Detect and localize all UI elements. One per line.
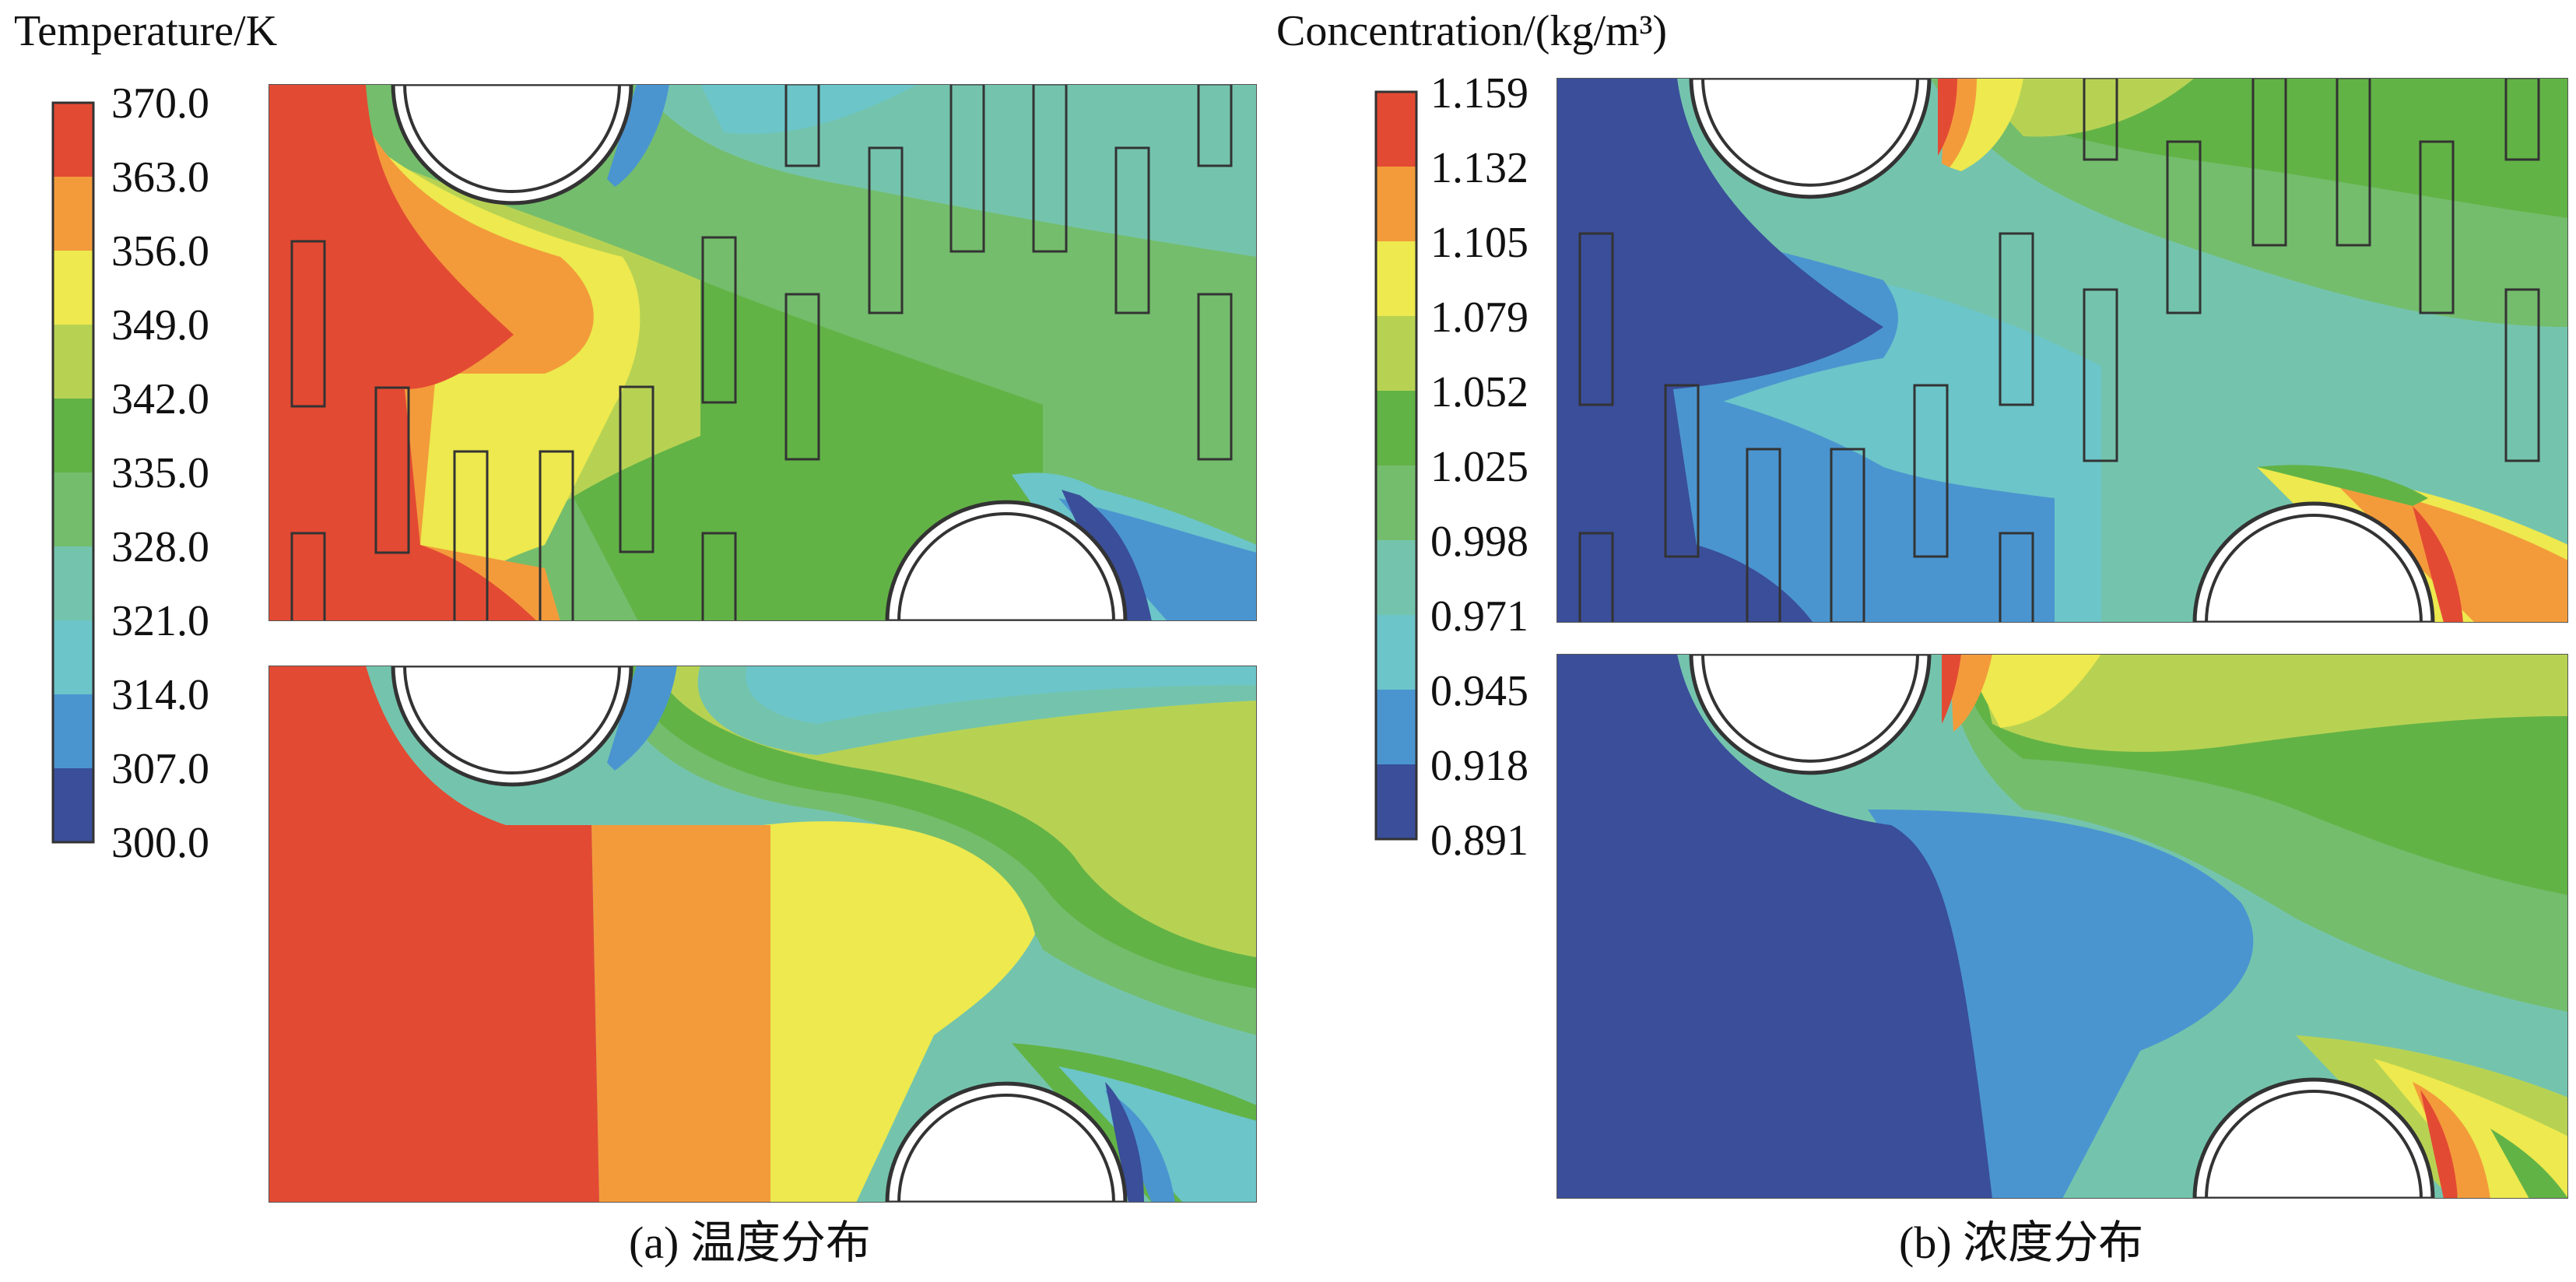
temperature-tick: 363.0: [111, 153, 209, 202]
concentration-tick: 1.105: [1430, 219, 1528, 267]
concentration-tick: 1.025: [1430, 443, 1528, 491]
temperature-tick: 335.0: [111, 449, 209, 497]
temperature-tick: 349.0: [111, 301, 209, 349]
temperature-tick: 342.0: [111, 375, 209, 423]
temperature-panel-bottom: [268, 666, 1257, 1203]
temperature-caption: (a) 温度分布: [629, 1217, 871, 1268]
concentration-tick: 0.971: [1430, 592, 1528, 641]
concentration-tick: 0.918: [1430, 742, 1528, 790]
concentration-tick: 1.132: [1430, 144, 1528, 192]
concentration-panel-top: [1556, 78, 2568, 623]
temperature-tick: 328.0: [111, 523, 209, 571]
temperature-panel-top: [268, 84, 1257, 621]
concentration-tick: 0.945: [1430, 667, 1528, 715]
concentration-tick: 1.052: [1430, 368, 1528, 416]
temperature-legend-title: Temperature/K: [14, 7, 278, 55]
temperature-tick: 370.0: [111, 79, 209, 128]
concentration-caption: (b) 浓度分布: [1899, 1217, 2144, 1268]
temperature-colorbar: [51, 101, 95, 844]
temperature-tick: 356.0: [111, 227, 209, 276]
concentration-tick: 0.998: [1430, 518, 1528, 566]
concentration-legend-title: Concentration/(kg/m³): [1276, 7, 1668, 55]
concentration-colorbar: [1374, 90, 1418, 841]
temperature-tick: 314.0: [111, 671, 209, 719]
concentration-tick: 0.891: [1430, 817, 1528, 865]
concentration-panel-bottom: [1556, 654, 2568, 1199]
temperature-tick: 300.0: [111, 819, 209, 867]
temperature-tick: 307.0: [111, 745, 209, 793]
concentration-tick: 1.079: [1430, 293, 1528, 342]
temperature-tick: 321.0: [111, 597, 209, 645]
concentration-tick: 1.159: [1430, 69, 1528, 118]
